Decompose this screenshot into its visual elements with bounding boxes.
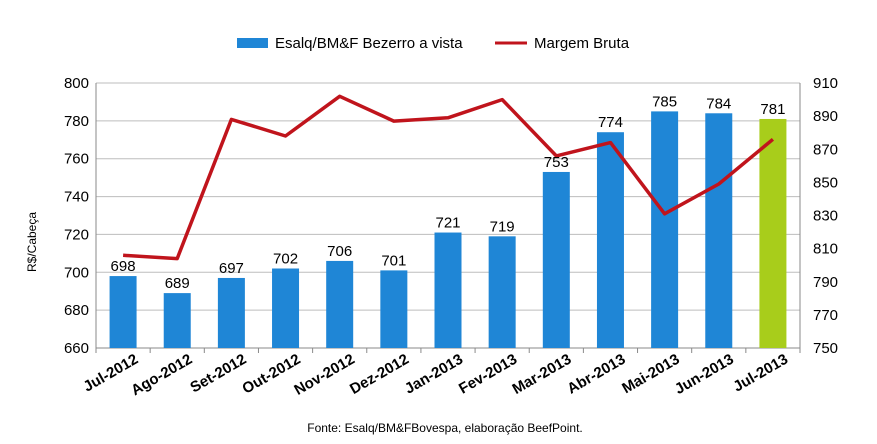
data-label: 774: [598, 114, 623, 131]
data-label: 719: [490, 218, 515, 235]
bar: [759, 118, 787, 348]
data-labels: 698 689 697 702 706 701 721 719 753 774 785 784 781: [111, 93, 786, 292]
data-label: 785: [652, 93, 677, 110]
y2-tick-label: 910: [813, 75, 838, 92]
legend-line-label: Margem Bruta: [534, 35, 630, 52]
left-axis-ticks: 660 680 700 720 740 760 780 800: [64, 75, 89, 357]
data-label: 721: [435, 215, 460, 232]
y-tick-label: 780: [64, 113, 89, 130]
legend-bar-swatch: [237, 38, 268, 48]
y2-tick-label: 850: [813, 174, 838, 191]
y-tick-label: 660: [64, 340, 89, 357]
bar: [380, 270, 408, 348]
y2-tick-label: 770: [813, 307, 838, 324]
data-label: 698: [111, 258, 136, 275]
margin-line: [122, 94, 775, 261]
x-tick-label: Mai-2013: [619, 351, 682, 397]
y2-tick-label: 870: [813, 141, 838, 158]
line-series: [122, 94, 775, 261]
x-tick-label: Jul-2013: [730, 351, 791, 396]
x-tick-label: Fev-2013: [456, 351, 520, 398]
y-axis-label: R$/Cabeça: [25, 212, 39, 272]
legend-bar-label: Esalq/BM&F Bezerro a vista: [275, 35, 463, 52]
data-label: 701: [381, 252, 406, 269]
y-tick-label: 720: [64, 226, 89, 243]
bar: [434, 232, 462, 348]
bar: [705, 113, 733, 349]
bar: [651, 111, 679, 349]
data-label: 781: [760, 101, 785, 118]
right-axis-ticks: 750 770 790 810 830 850 870 890 910: [813, 75, 838, 357]
y2-tick-label: 830: [813, 208, 838, 225]
y-tick-label: 800: [64, 75, 89, 92]
bar: [272, 268, 300, 348]
x-tick-label: Out-2012: [239, 351, 303, 398]
x-tick-label: Abr-2013: [564, 351, 628, 398]
data-label: 697: [219, 260, 244, 277]
bar: [488, 236, 516, 348]
bar: [596, 132, 624, 348]
y-tick-label: 740: [64, 189, 89, 206]
x-tick-label: Jun-2013: [672, 351, 737, 398]
data-label: 784: [706, 95, 731, 112]
y2-tick-label: 810: [813, 241, 838, 258]
legend: Esalq/BM&F Bezerro a vista Margem Bruta: [237, 35, 630, 52]
source-note: Fonte: Esalq/BM&FBovespa, elaboração Bee…: [307, 421, 583, 435]
x-tick-label: Jan-2013: [402, 351, 466, 398]
y-tick-label: 680: [64, 302, 89, 319]
x-tick-label: Ago-2012: [128, 351, 195, 399]
x-tick-label: Set-2012: [187, 351, 249, 397]
x-tick-label: Dez-2012: [347, 351, 412, 398]
x-tick-label: Nov-2012: [291, 351, 357, 399]
bar-series: [109, 111, 787, 349]
y2-tick-label: 750: [813, 340, 838, 357]
bar: [326, 260, 354, 348]
bar: [109, 276, 137, 348]
data-label: 706: [327, 243, 352, 260]
bar: [163, 293, 191, 348]
bar: [542, 171, 570, 348]
y2-tick-label: 890: [813, 108, 838, 125]
bar: [217, 277, 245, 348]
y-tick-label: 700: [64, 264, 89, 281]
data-label: 753: [544, 154, 569, 171]
x-axis-ticks: Jul-2012Ago-2012Set-2012Out-2012Nov-2012…: [81, 351, 791, 399]
y2-tick-label: 790: [813, 274, 838, 291]
y-tick-label: 760: [64, 151, 89, 168]
x-tick-label: Mar-2013: [509, 351, 574, 398]
data-label: 689: [165, 275, 190, 292]
data-label: 702: [273, 251, 298, 268]
